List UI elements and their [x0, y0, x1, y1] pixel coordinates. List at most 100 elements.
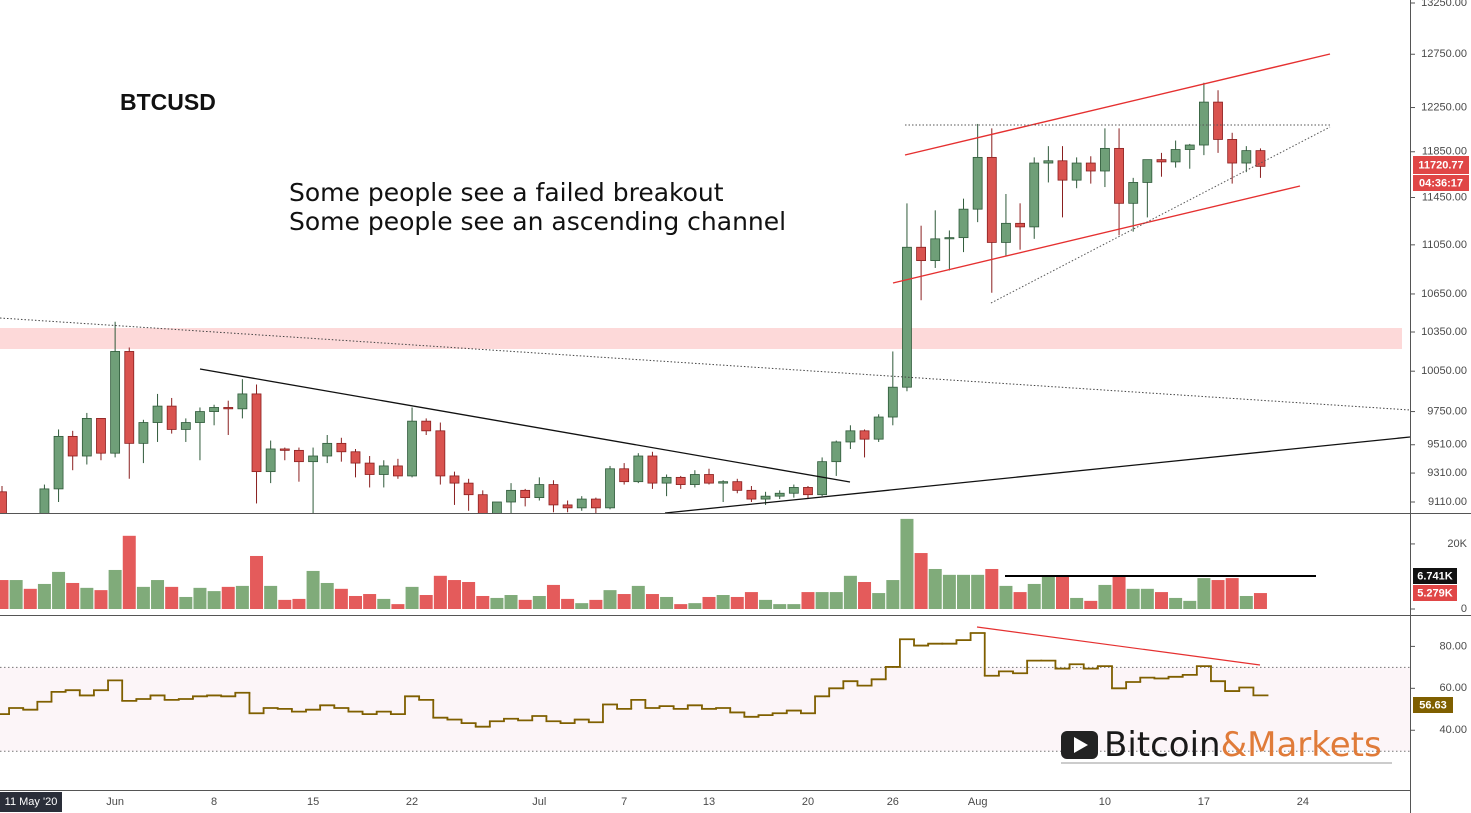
channel-upper [904, 53, 1331, 156]
volume-bar [942, 574, 956, 609]
candle-body [294, 449, 304, 463]
candle-body [336, 442, 347, 453]
candle-body [350, 451, 361, 464]
volume-bar [801, 592, 815, 609]
candle-body [322, 442, 333, 457]
volume-bar [914, 553, 928, 609]
volume-bar [405, 586, 419, 609]
candle-body [1255, 150, 1266, 167]
volume-bar [235, 585, 249, 609]
volume-bar [306, 570, 320, 609]
candle-body [887, 386, 898, 418]
candle-body [944, 237, 955, 240]
y-tick-label: 10350.00 [1421, 326, 1467, 338]
y-tick-label: 12250.00 [1421, 101, 1467, 113]
candle-body [746, 489, 757, 500]
candle-body [1184, 144, 1195, 150]
candle-body [393, 465, 403, 477]
candle-body [110, 351, 121, 454]
volume-bar [66, 582, 80, 609]
y-tick-label: 11450.00 [1422, 191, 1467, 203]
candle-body [124, 351, 135, 444]
candle-body [704, 474, 714, 484]
candle-body [562, 504, 573, 509]
volume-bar [858, 581, 872, 609]
x-tick-label: 22 [406, 796, 418, 808]
channel-lower [892, 185, 1301, 284]
volume-bar [1197, 578, 1211, 609]
candle-body [605, 468, 615, 509]
annotation: Some people see a failed breakout [289, 178, 724, 207]
volume-bar [660, 596, 674, 609]
watermark: Bitcoin&Markets [1061, 725, 1392, 765]
volume-bar [589, 599, 603, 609]
candle-body [986, 156, 997, 243]
volume-badge-text: 5.279K [1417, 587, 1453, 599]
volume-bar [1027, 583, 1041, 609]
x-tick-label: Aug [968, 796, 988, 808]
volume-bar [193, 587, 207, 609]
y-tick-label: 10050.00 [1421, 365, 1467, 377]
volume-bar [108, 569, 122, 609]
volume-bar [1154, 592, 1168, 609]
candle-body [1114, 147, 1124, 204]
candle-body [463, 482, 474, 496]
candle-body [619, 468, 630, 483]
volume-bar [518, 599, 532, 609]
volume-bar [1056, 575, 1069, 609]
candle-body [576, 498, 587, 509]
volume-bar [546, 584, 560, 609]
drawings [0, 53, 1410, 513]
y-tick-label: 11850.00 [1422, 146, 1467, 158]
volume-bar [419, 595, 433, 609]
volume-bar [0, 580, 9, 609]
x-tick-label: 10 [1099, 796, 1111, 808]
candle-body [873, 416, 884, 440]
volume-bar [292, 598, 306, 609]
volume-pane [0, 518, 1267, 609]
rsi-badge-text: 56.63 [1419, 699, 1447, 711]
candle-body [788, 487, 799, 494]
volume-bar [1225, 578, 1239, 609]
candle-body [803, 487, 813, 496]
y-tick-label: 60.00 [1439, 682, 1467, 694]
axes: 13250.00 12750.00 12250.00 11850.00 11450.00… [106, 0, 1467, 808]
volume-bar [688, 603, 702, 609]
candle-body [972, 156, 983, 210]
volume-bar [532, 595, 546, 609]
volume-bar [1112, 575, 1126, 609]
play-triangle [1074, 737, 1088, 753]
candle-body [53, 435, 64, 490]
volume-badge [1413, 585, 1457, 601]
resistance-zone [0, 328, 1402, 349]
volume-bar [1140, 588, 1154, 609]
candle-body [958, 208, 969, 239]
brand-text: Bitcoin&Markets [1104, 725, 1382, 765]
crosshair-badge [0, 792, 62, 812]
volume-bar [759, 599, 773, 609]
volume-bar [94, 590, 108, 609]
x-tick-label: 24 [1297, 796, 1309, 808]
volume-bar [900, 518, 914, 609]
x-tick-label: 7 [621, 796, 627, 808]
dotted-trendline [0, 317, 1410, 411]
x-tick-label: 20 [802, 796, 814, 808]
candle-body [39, 488, 50, 513]
volume-bar [829, 592, 843, 609]
volume-bar [645, 594, 659, 609]
volume-bar [631, 585, 645, 609]
candle-body [1057, 160, 1068, 181]
volume-bar [702, 596, 716, 609]
symbol-title: BTCUSD [120, 89, 216, 115]
volume-bar [221, 586, 235, 609]
candle-body [1142, 159, 1153, 183]
candle-body [506, 489, 516, 503]
candle-body [152, 405, 163, 423]
x-tick-label: Jun [106, 796, 124, 808]
volume-average-text: 6.741K [1417, 570, 1453, 582]
volume-bar [179, 596, 193, 609]
volume-average-badge [1413, 568, 1457, 584]
volume-bar [377, 598, 391, 609]
candle-body [520, 489, 531, 499]
candle-body [1100, 147, 1110, 172]
